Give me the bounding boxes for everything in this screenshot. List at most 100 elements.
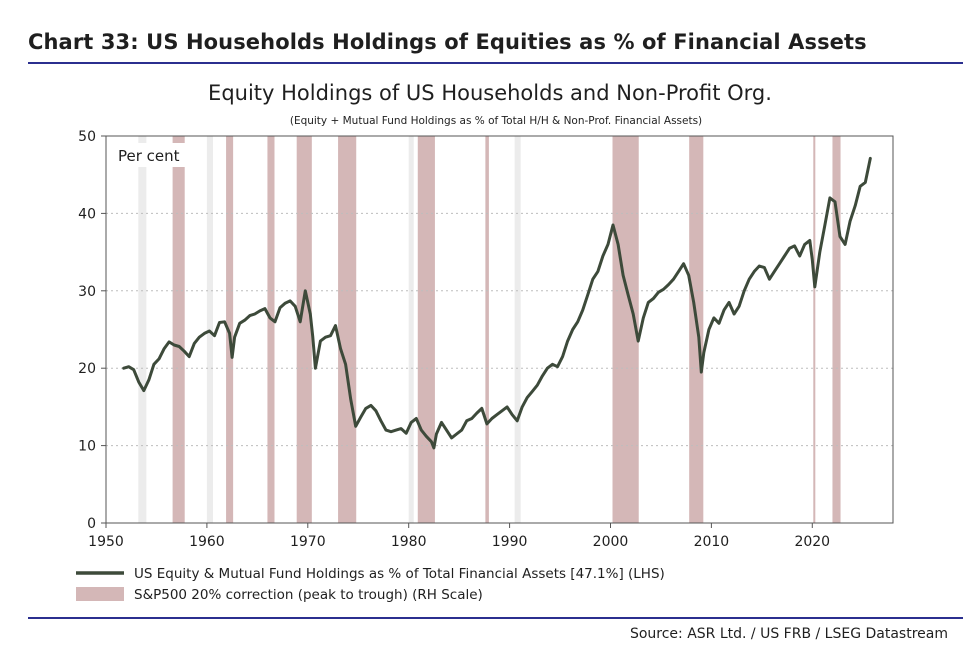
data-point [607, 243, 609, 245]
data-point [516, 420, 518, 422]
data-point [783, 255, 786, 257]
x-tick-label-2000: 2000 [593, 534, 629, 550]
data-point [324, 336, 327, 338]
data-point [612, 224, 614, 226]
source-note: Source: ASR Ltd. / US FRB / LSEG Datastr… [629, 626, 948, 642]
data-point [259, 310, 261, 312]
data-point [551, 363, 554, 365]
data-point [183, 350, 185, 352]
data-point [461, 429, 463, 431]
data-point [627, 294, 629, 296]
unit-label-bg [114, 143, 204, 167]
data-point [849, 220, 851, 222]
x-tick-label-1970: 1970 [290, 534, 326, 550]
data-point [753, 270, 755, 272]
data-point [198, 336, 200, 338]
data-point [592, 278, 594, 280]
data-point [562, 356, 564, 358]
data-point [844, 243, 846, 245]
data-point [814, 286, 816, 288]
plot-frame [105, 135, 894, 524]
correction-band-2 [267, 136, 275, 523]
x-tick-label-2020: 2020 [794, 534, 830, 550]
data-point [269, 317, 271, 319]
data-point [163, 348, 165, 350]
page-title: Chart 33: US Households Holdings of Equi… [28, 30, 867, 54]
data-point [678, 270, 680, 272]
data-point [231, 356, 233, 358]
data-point [420, 429, 422, 431]
x-tick-label-1990: 1990 [492, 534, 528, 550]
x-tick-label-1960: 1960 [189, 534, 225, 550]
data-point [254, 313, 256, 315]
data-point [647, 301, 649, 303]
light-shade-band-2 [408, 136, 414, 523]
data-point [168, 341, 170, 343]
data-point [128, 366, 130, 368]
x-tick-label-1950: 1950 [88, 534, 124, 550]
y-tick-label-20: 20 [78, 361, 96, 377]
data-point [329, 335, 332, 337]
data-point [743, 290, 745, 292]
axes: 0 10 20 30 40 50 1950 1960 1970 1980 1990 2000 2010 2… [78, 129, 894, 550]
data-point [652, 297, 655, 300]
correction-band-6 [485, 136, 489, 523]
data-point [799, 255, 801, 257]
series-line-0 [122, 156, 872, 450]
correction-band-7 [612, 136, 639, 523]
correction-band-4 [338, 136, 357, 523]
y-tick-label-10: 10 [78, 439, 96, 455]
y-tick-label-30: 30 [78, 284, 96, 300]
data-point [587, 294, 589, 296]
data-point [345, 363, 347, 365]
data-point [577, 321, 579, 323]
data-point [440, 421, 443, 423]
y-tick-label-50: 50 [78, 129, 96, 145]
data-point [662, 288, 665, 290]
data-point [804, 243, 806, 245]
data-point [657, 291, 660, 293]
data-point [264, 308, 266, 310]
data-point [829, 197, 831, 199]
legend-label-1: S&P500 20% correction (peak to trough) (… [134, 587, 483, 603]
data-point [511, 414, 513, 416]
data-point [536, 384, 538, 386]
data-point [208, 330, 210, 332]
data-point [622, 274, 624, 276]
data-point [173, 344, 175, 346]
data-point [148, 379, 150, 381]
data-point [642, 317, 644, 319]
data-point [700, 371, 702, 373]
data-point [133, 369, 135, 371]
data-point [819, 251, 821, 253]
data-point [723, 309, 725, 311]
data-point [506, 406, 508, 408]
data-point [688, 274, 690, 276]
data-point [869, 157, 871, 159]
data-point [123, 367, 125, 369]
data-point [708, 328, 710, 331]
data-point [824, 224, 826, 226]
data-point [718, 322, 720, 324]
data-point [728, 301, 730, 303]
data-point [456, 433, 458, 435]
data-point [370, 404, 372, 406]
y-tick-label-40: 40 [78, 206, 96, 222]
data-point [839, 236, 841, 238]
data-point [693, 301, 695, 303]
data-point [410, 421, 412, 423]
data-point [476, 412, 478, 414]
data-point [713, 317, 715, 319]
data-point [854, 205, 856, 207]
data-point [789, 247, 791, 249]
data-point [768, 278, 771, 280]
correction-band-9 [813, 136, 816, 523]
data-point [274, 321, 276, 323]
data-point [153, 363, 155, 365]
data-point [864, 181, 866, 183]
x-tick-label-2010: 2010 [694, 534, 730, 550]
data-point [531, 390, 533, 392]
data-point [637, 340, 639, 342]
data-point [188, 356, 190, 358]
